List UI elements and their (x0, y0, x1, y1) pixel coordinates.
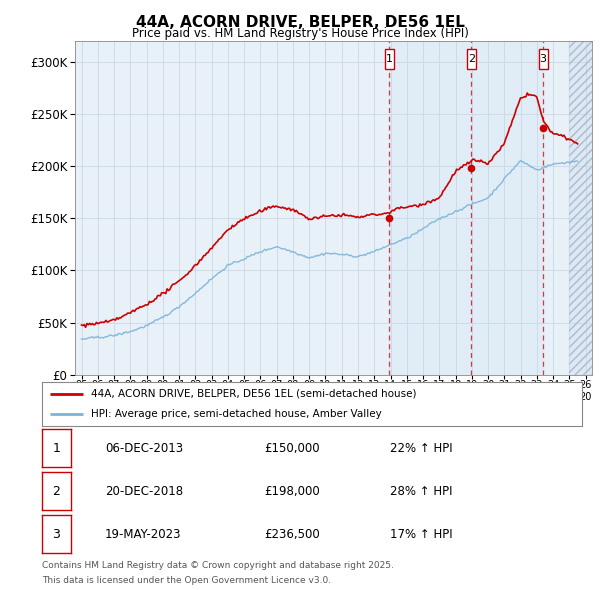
Text: 20-DEC-2018: 20-DEC-2018 (105, 484, 183, 498)
FancyBboxPatch shape (385, 49, 394, 69)
Text: 3: 3 (52, 527, 61, 541)
Text: 28% ↑ HPI: 28% ↑ HPI (390, 484, 452, 498)
Text: HPI: Average price, semi-detached house, Amber Valley: HPI: Average price, semi-detached house,… (91, 409, 382, 419)
Bar (569, 41, 600, 375)
Text: 1: 1 (386, 54, 393, 64)
Bar (569, 41, 600, 375)
Bar (389, 41, 543, 375)
Text: This data is licensed under the Open Government Licence v3.0.: This data is licensed under the Open Gov… (42, 576, 331, 585)
Text: 2: 2 (52, 484, 61, 498)
Text: Contains HM Land Registry data © Crown copyright and database right 2025.: Contains HM Land Registry data © Crown c… (42, 561, 394, 570)
FancyBboxPatch shape (467, 49, 476, 69)
Text: 06-DEC-2013: 06-DEC-2013 (105, 441, 183, 455)
Text: 2: 2 (467, 54, 475, 64)
Text: 44A, ACORN DRIVE, BELPER, DE56 1EL: 44A, ACORN DRIVE, BELPER, DE56 1EL (136, 15, 464, 30)
Text: 3: 3 (539, 54, 547, 64)
Text: 19-MAY-2023: 19-MAY-2023 (105, 527, 182, 541)
Text: £236,500: £236,500 (264, 527, 320, 541)
Text: £150,000: £150,000 (264, 441, 320, 455)
Text: 22% ↑ HPI: 22% ↑ HPI (390, 441, 452, 455)
Text: £198,000: £198,000 (264, 484, 320, 498)
Text: Price paid vs. HM Land Registry's House Price Index (HPI): Price paid vs. HM Land Registry's House … (131, 27, 469, 40)
Text: 1: 1 (52, 441, 61, 455)
Text: 17% ↑ HPI: 17% ↑ HPI (390, 527, 452, 541)
FancyBboxPatch shape (539, 49, 548, 69)
Text: 44A, ACORN DRIVE, BELPER, DE56 1EL (semi-detached house): 44A, ACORN DRIVE, BELPER, DE56 1EL (semi… (91, 389, 416, 399)
